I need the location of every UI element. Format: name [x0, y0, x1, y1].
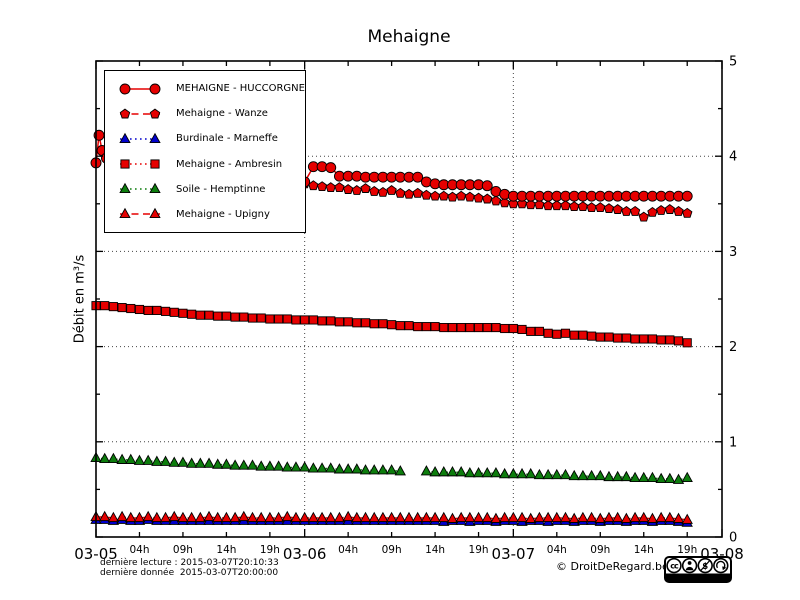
svg-text:14h: 14h: [216, 544, 236, 556]
svg-text:14h: 14h: [425, 544, 445, 556]
y-axis-ticks: 0 1 2 3 4 5: [96, 55, 737, 546]
svg-text:04h: 04h: [338, 544, 358, 556]
svg-text:3: 3: [729, 245, 737, 260]
legend: MEHAIGNE - HUCCORGNE Mehaigne - Wanze Bu…: [104, 70, 306, 233]
svg-text:03-05: 03-05: [74, 545, 118, 563]
series-soile-hemptinne: [90, 451, 693, 484]
sa-arrow-arc: [716, 560, 726, 569]
legend-item-upigny: Mehaigne - Upigny: [105, 207, 305, 221]
by-person-body: [685, 566, 694, 571]
svg-text:09h: 09h: [590, 544, 610, 556]
svg-text:09h: 09h: [382, 544, 402, 556]
svg-text:03-07: 03-07: [492, 545, 536, 563]
svg-text:19h: 19h: [469, 544, 489, 556]
svg-text:04h: 04h: [547, 544, 567, 556]
sa-arrow-head: [722, 566, 727, 571]
copyright-text: © DroitDeRegard.be: [556, 560, 669, 573]
nc-dollar-glyph: $: [702, 562, 708, 572]
svg-text:2: 2: [729, 340, 737, 355]
legend-item-ambresin: Mehaigne - Ambresin: [105, 157, 305, 171]
legend-item-huccorgne: MEHAIGNE - HUCCORGNE: [105, 82, 305, 96]
last-reading-text: dernière lecture : 2015-03-07T20:10:33: [100, 558, 279, 568]
legend-label: Burdinale - Marneffe: [176, 133, 278, 145]
svg-text:1: 1: [729, 435, 737, 450]
cc-icon: [666, 557, 682, 574]
svg-text:4: 4: [729, 150, 737, 165]
legend-label: Mehaigne - Upigny: [176, 208, 270, 220]
legend-sample-upigny: [119, 208, 161, 219]
svg-text:04h: 04h: [129, 544, 149, 556]
svg-text:0: 0: [729, 531, 737, 546]
chart-title: Mehaigne: [367, 27, 451, 47]
series-mehaigne-ambresin: [91, 301, 692, 348]
sa-text: SA: [717, 576, 725, 582]
series-mehaigne-upigny: [90, 510, 693, 524]
svg-text:19h: 19h: [677, 544, 697, 556]
legend-label: Mehaigne - Wanze: [176, 108, 268, 120]
by-text: BY: [686, 576, 694, 582]
legend-label: Soile - Hemptinne: [176, 183, 266, 195]
legend-sample-ambresin: [120, 159, 160, 169]
nc-slash: [700, 560, 710, 571]
cc-glyph: cc: [670, 562, 679, 571]
cc-license-badge[interactable]: cc $ BY NC SA: [664, 556, 732, 583]
svg-text:19h: 19h: [260, 544, 280, 556]
legend-label: MEHAIGNE - HUCCORGNE: [176, 83, 305, 95]
legend-sample-hemptinne: [119, 182, 161, 194]
legend-sample-huccorgne: [119, 83, 161, 95]
legend-item-wanze: Mehaigne - Wanze: [105, 107, 305, 121]
legend-label: Mehaigne - Ambresin: [176, 158, 283, 170]
svg-text:03-06: 03-06: [283, 545, 327, 563]
svg-text:09h: 09h: [173, 544, 193, 556]
svg-text:5: 5: [729, 55, 737, 70]
by-person-head: [687, 561, 692, 565]
cc-badge-strip: [666, 573, 730, 582]
legend-sample-marneffe: [119, 132, 161, 143]
legend-sample-wanze: [119, 108, 161, 119]
by-icon: [681, 557, 698, 574]
nc-text: NC: [701, 576, 709, 582]
last-data-text: dernière donnée 2015-03-07T20:00:00: [100, 568, 279, 578]
svg-text:14h: 14h: [634, 544, 654, 556]
legend-item-marneffe: Burdinale - Marneffe: [105, 132, 305, 146]
legend-item-hemptinne: Soile - Hemptinne: [105, 182, 305, 196]
